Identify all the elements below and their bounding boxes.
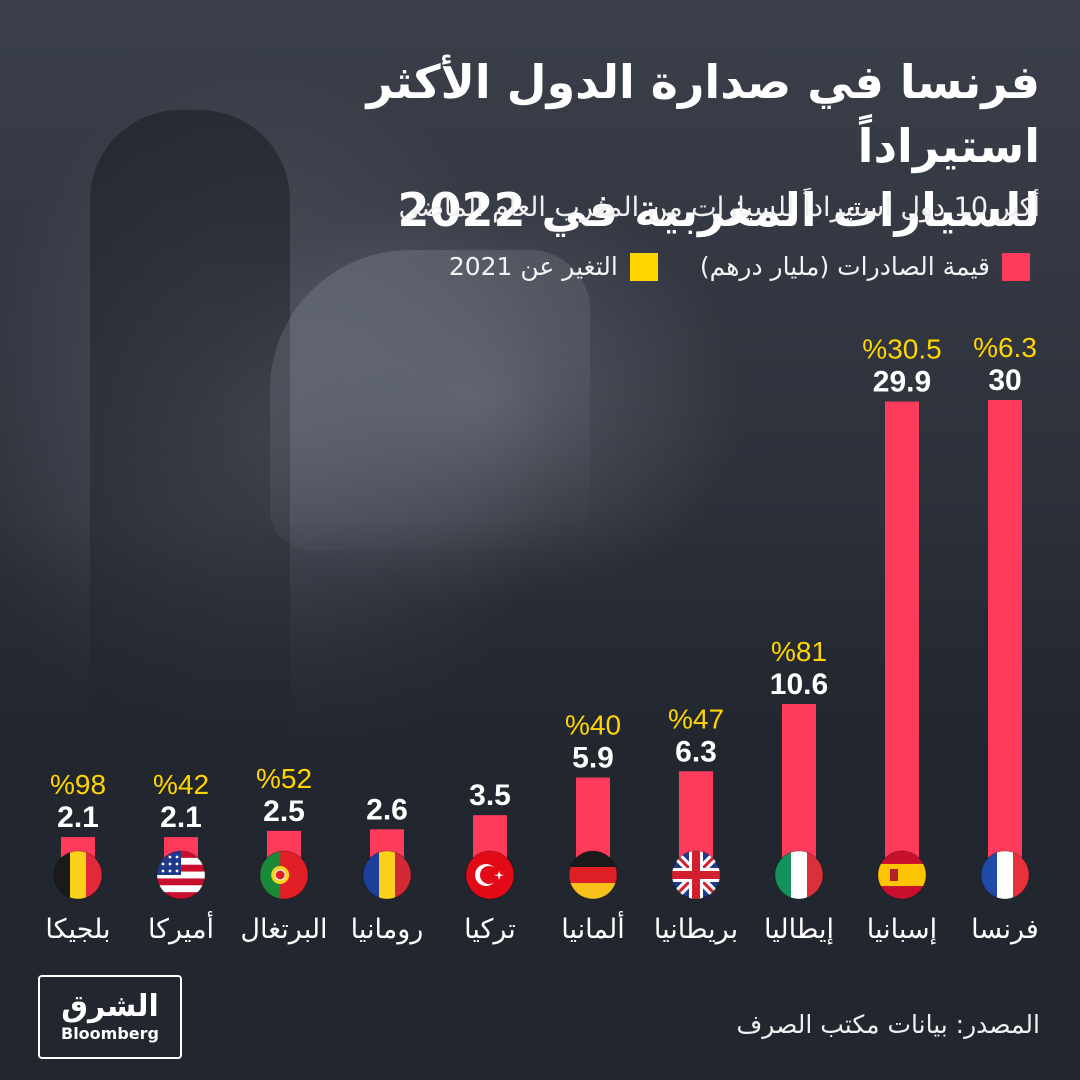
value-label: 2.6 [366,793,408,826]
category-label: البرتغال [240,914,327,945]
value-label: 2.1 [57,801,99,834]
spain-flag-icon [877,850,927,900]
bar-group: 5.9%40 ألمانيا [561,710,624,945]
legend-label-change: التغير عن 2021 [448,252,618,281]
category-label: تركيا [464,914,516,945]
value-label: 2.5 [263,795,305,828]
legend-label-exports: قيمة الصادرات (مليار درهم) [699,252,990,281]
category-label: إسبانيا [867,914,937,945]
belgium-flag-icon [53,850,103,900]
bar-group: 30%6.3 فرنسا [971,332,1039,945]
value-label: 29.9 [873,366,931,399]
change-label: %52 [256,763,312,794]
bar-group: 10.6%81 إيطاليا [764,636,834,945]
bar [885,401,919,870]
change-label: %81 [771,636,827,667]
car-silhouette [270,250,590,550]
legend: قيمة الصادرات (مليار درهم) التغير عن 202… [421,252,1030,281]
logo-brand: الشرق [61,989,159,1024]
change-label: %30.5 [862,334,941,365]
category-label: رومانيا [351,914,424,945]
logo-partner: Bloomberg [61,1024,159,1043]
change-label: %40 [565,710,621,741]
category-label: ألمانيا [561,910,624,945]
romania-flag-icon [362,850,412,900]
legend-swatch-exports [1002,252,1030,281]
bar-group: 3.5 تركيا [464,779,516,945]
bar-group: 2.1%98 بلجيكا [45,769,110,945]
title-line-2: للسيارات المغربية في 2022 [397,183,1040,237]
value-label: 2.1 [160,801,202,834]
turkey-flag-icon [465,850,515,900]
category-label: فرنسا [971,914,1039,945]
asharq-bloomberg-logo: الشرق Bloomberg [38,975,182,1059]
bar [782,703,816,870]
france-flag-icon [980,850,1030,900]
italy-flag-icon [774,850,824,900]
usa-flag-icon [156,850,206,900]
bar [988,400,1022,870]
value-label: 30 [988,364,1021,397]
bar-group: 6.3%47 بريطانيا [654,703,738,945]
change-label: %47 [668,703,724,734]
change-label: %6.3 [973,332,1037,363]
chart-title: فرنسا في صدارة الدول الأكثر استيراداً لل… [280,50,1040,242]
value-label: 3.5 [469,779,511,812]
bar-group: 2.6 رومانيا [351,793,424,945]
bar-chart: 30%6.3 فرنسا 29.9%30.5 إسبانيا 10.6%81 إيطالي… [45,332,1039,945]
legend-item-change: التغير عن 2021 [449,252,658,281]
legend-item-exports: قيمة الصادرات (مليار درهم) [700,252,1030,281]
bar-group: 2.1%42 أميركا [148,769,214,945]
change-label: %42 [153,769,209,800]
category-label: أميركا [148,910,214,945]
value-label: 10.6 [770,668,828,701]
chart-subtitle: أكبر 10 دول استيراداً للسيارات من المغرب… [398,192,1040,223]
value-label: 6.3 [675,735,717,768]
title-line-1: فرنسا في صدارة الدول الأكثر استيراداً [366,55,1040,173]
change-label: %98 [50,769,106,800]
value-label: 5.9 [572,742,614,775]
bar-group: 29.9%30.5 إسبانيا [862,334,941,945]
portugal-flag-icon [259,850,309,900]
category-label: بريطانيا [654,914,738,945]
bar-group: 2.5%52 البرتغال [240,763,327,945]
legend-swatch-change [629,252,658,281]
category-label: إيطاليا [764,914,834,945]
source-note: المصدر: بيانات مكتب الصرف [736,1010,1040,1039]
germany-flag-icon [568,850,618,900]
uk-flag-icon [671,850,721,900]
category-label: بلجيكا [45,914,110,945]
